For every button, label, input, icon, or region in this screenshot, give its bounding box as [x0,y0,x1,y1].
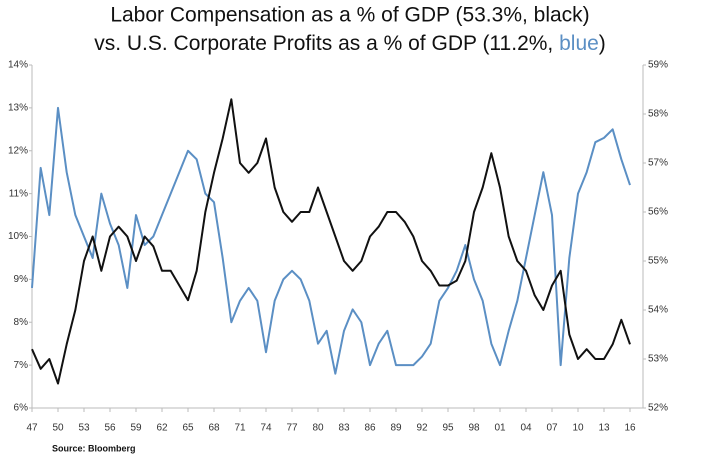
y2-tick-label: 58% [648,109,668,120]
x-tick-label: 50 [52,423,64,434]
x-tick-label: 62 [156,423,168,434]
x-tick-label: 07 [546,423,558,434]
x-tick-label: 80 [312,423,324,434]
y2-tick-label: 53% [648,354,668,365]
y-tick-label: 7% [14,360,29,371]
x-tick-label: 10 [572,423,584,434]
x-tick-label: 13 [598,423,610,434]
x-tick-label: 56 [104,423,116,434]
y2-tick-label: 52% [648,403,668,414]
y-tick-label: 13% [8,103,28,114]
x-tick-label: 65 [182,423,194,434]
x-tick-label: 83 [338,423,350,434]
x-tick-label: 71 [234,423,246,434]
y-tick-label: 8% [14,317,29,328]
y-tick-label: 9% [14,274,29,285]
y2-tick-label: 56% [648,207,668,218]
y2-tick-label: 57% [648,158,668,169]
y-tick-label: 11% [9,188,28,199]
x-tick-label: 04 [520,423,532,434]
source: Source: Bloomberg [52,443,136,453]
x-tick-label: 47 [26,423,38,434]
x-tick-label: 98 [468,423,480,434]
x-tick-label: 89 [390,423,402,434]
x-tick-label: 92 [416,423,428,434]
x-tick-label: 59 [130,423,142,434]
x-tick-label: 86 [364,423,376,434]
y-tick-label: 14% [8,60,28,71]
y2-tick-label: 55% [648,256,668,267]
x-tick-label: 53 [78,423,90,434]
y-tick-label: 12% [8,145,28,156]
x-tick-label: 68 [208,423,220,434]
y2-tick-label: 54% [648,305,668,316]
y-tick-label: 6% [14,403,29,414]
chart-title: Labor Compensation as a % of GDP (53.3%,… [110,4,589,27]
title-part: ) [599,32,606,55]
x-tick-label: 74 [260,423,272,434]
x-tick-label: 16 [624,423,636,434]
y2-tick-label: 59% [648,60,668,71]
chart-title: vs. U.S. Corporate Profits as a % of GDP… [94,32,606,55]
x-tick-label: 01 [494,423,506,434]
x-tick-label: 77 [286,423,298,434]
x-tick-label: 95 [442,423,454,434]
series-line [31,106,631,375]
series-line [31,98,631,385]
title-part: vs. U.S. Corporate Profits as a % of GDP… [94,32,559,55]
title-part: blue [559,32,599,55]
y-tick-label: 10% [8,231,28,242]
